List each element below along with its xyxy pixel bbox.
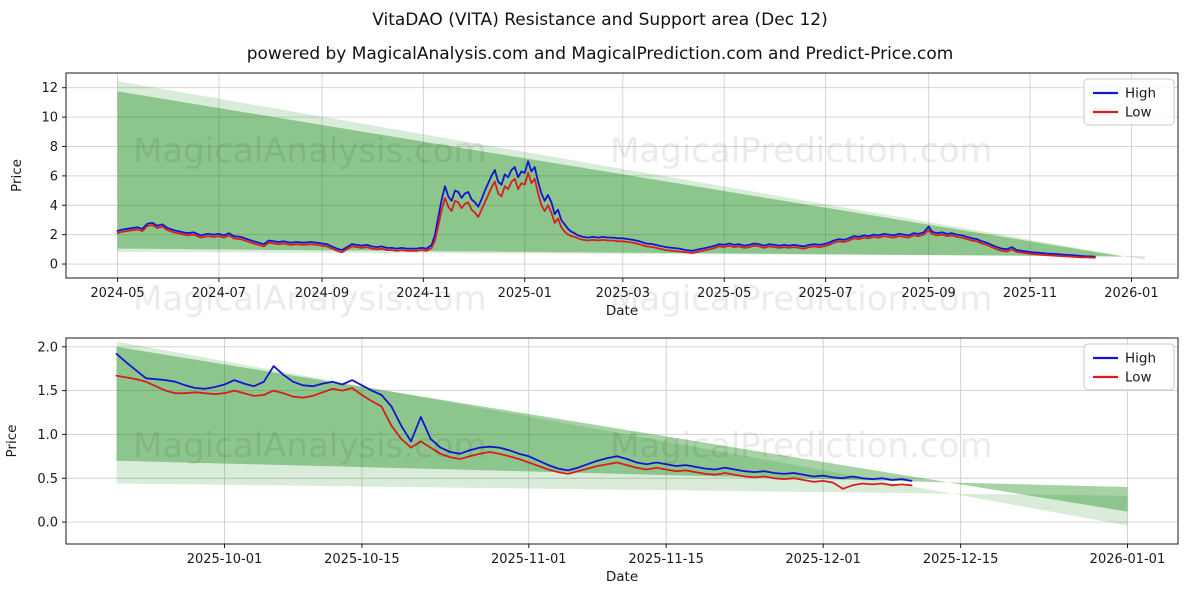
x-tick-label: 2025-09 (902, 286, 956, 301)
y-tick-label: 2 (50, 228, 58, 243)
inner-forecast-band (117, 91, 1129, 258)
x-tick-label: 2025-10-01 (187, 552, 263, 567)
chart-subtitle: powered by MagicalAnalysis.com and Magic… (246, 44, 954, 64)
y-tick-label: 10 (41, 111, 58, 126)
legend-label-high: High (1125, 351, 1156, 367)
outer-forecast-band (117, 81, 1145, 260)
x-tick-label: 2024-07 (192, 286, 246, 301)
x-tick-label: 2025-12-01 (785, 552, 861, 567)
x-tick-label: 2025-11-15 (628, 552, 704, 567)
y-tick-label: 0 (50, 258, 58, 273)
series-line-low (115, 374, 913, 490)
y-tick-label: 1.5 (37, 384, 58, 399)
x-tick-label: 2025-11-01 (491, 552, 567, 567)
x-axis-label: Date (606, 569, 638, 585)
series-line-low (116, 171, 1096, 259)
x-tick-label: 2026-01 (1104, 286, 1158, 301)
x-tick-label: 2026-01-01 (1090, 552, 1166, 567)
x-tick-label: 2025-03 (596, 286, 650, 301)
y-tick-label: 1.0 (37, 428, 58, 443)
x-tick-label: 2024-05 (90, 286, 144, 301)
y-tick-label: 0.5 (37, 472, 58, 487)
chart-title: VitaDAO (VITA) Resistance and Support ar… (372, 10, 828, 30)
x-tick-label: 2024-11 (396, 286, 450, 301)
x-tick-label: 2025-10-15 (324, 552, 400, 567)
x-tick-label: 2025-11 (1003, 286, 1057, 301)
x-axis-label: Date (606, 303, 638, 319)
series-line-high (116, 160, 1096, 258)
y-tick-label: 8 (50, 140, 58, 155)
legend-box (1083, 78, 1175, 126)
x-tick-label: 2025-12-15 (923, 552, 999, 567)
x-tick-label: 2025-01 (498, 286, 552, 301)
plot-border (65, 337, 1179, 545)
y-axis-label: Price (4, 425, 20, 458)
y-tick-label: 4 (50, 199, 58, 214)
y-tick-label: 6 (50, 169, 58, 184)
x-tick-label: 2024-09 (295, 286, 349, 301)
x-tick-label: 2025-05 (697, 286, 751, 301)
y-tick-label: 12 (41, 81, 58, 96)
y-axis-label: Price (9, 159, 25, 192)
y-tick-label: 0.0 (37, 516, 58, 531)
x-tick-label: 2025-07 (798, 286, 852, 301)
legend-label-high: High (1125, 86, 1156, 102)
y-tick-label: 2.0 (37, 340, 58, 355)
series-line-high (115, 352, 913, 482)
inner-forecast-band (116, 346, 1128, 512)
legend-box (1083, 343, 1175, 391)
legend-label-low: Low (1125, 370, 1152, 386)
legend-label-low: Low (1125, 105, 1152, 121)
